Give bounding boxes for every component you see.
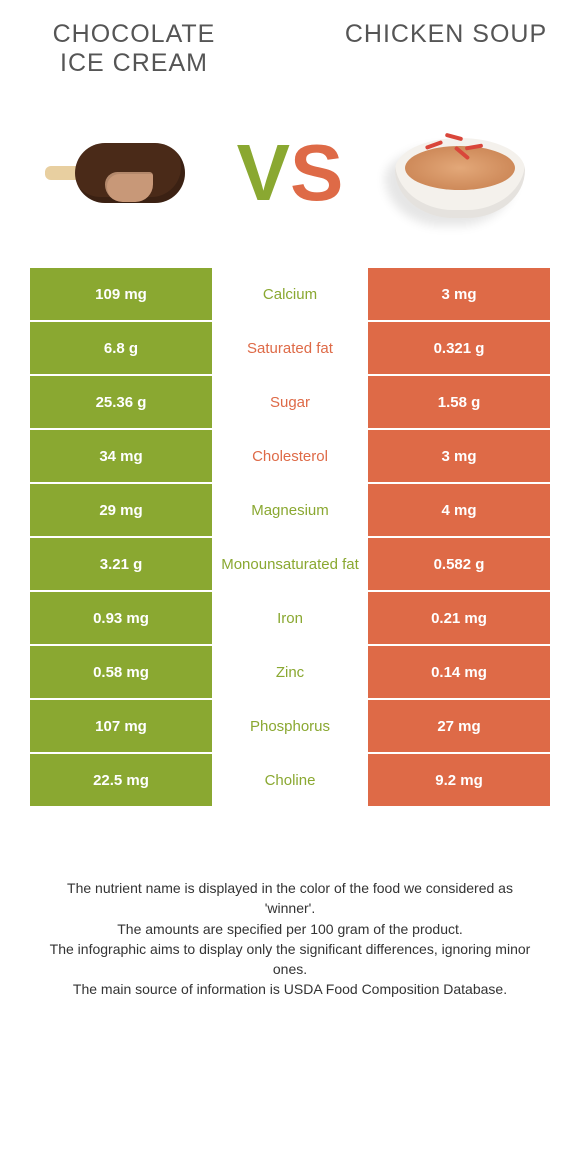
- right-value: 0.14 mg: [368, 646, 550, 700]
- right-value: 0.21 mg: [368, 592, 550, 646]
- table-row: 29 mgMagnesium4 mg: [30, 484, 550, 538]
- table-row: 3.21 gMonounsaturated fat0.582 g: [30, 538, 550, 592]
- right-value: 4 mg: [368, 484, 550, 538]
- table-row: 107 mgPhosphorus27 mg: [30, 700, 550, 754]
- left-food-title: CHOCOLATE ICE CREAM: [30, 20, 238, 78]
- nutrient-label: Choline: [212, 754, 368, 808]
- table-row: 25.36 gSugar1.58 g: [30, 376, 550, 430]
- left-value: 0.93 mg: [30, 592, 212, 646]
- left-value: 3.21 g: [30, 538, 212, 592]
- vs-s: S: [290, 127, 343, 219]
- footnote-line: The infographic aims to display only the…: [40, 939, 540, 980]
- vs-v: V: [237, 127, 290, 219]
- nutrient-label: Saturated fat: [212, 322, 368, 376]
- footnote-line: The nutrient name is displayed in the co…: [40, 878, 540, 919]
- right-value: 1.58 g: [368, 376, 550, 430]
- left-value: 109 mg: [30, 268, 212, 322]
- table-row: 22.5 mgCholine9.2 mg: [30, 754, 550, 808]
- soup-icon: [390, 118, 530, 228]
- nutrient-label: Iron: [212, 592, 368, 646]
- table-row: 34 mgCholesterol3 mg: [30, 430, 550, 484]
- nutrient-label: Magnesium: [212, 484, 368, 538]
- vs-label: VS: [237, 127, 344, 219]
- page-container: CHOCOLATE ICE CREAM CHICKEN SOUP VS 109 …: [0, 0, 580, 1020]
- right-food-image: [380, 108, 540, 238]
- footnotes: The nutrient name is displayed in the co…: [30, 878, 550, 1000]
- table-row: 6.8 gSaturated fat0.321 g: [30, 322, 550, 376]
- nutrient-label: Calcium: [212, 268, 368, 322]
- left-value: 34 mg: [30, 430, 212, 484]
- left-food-image: [40, 108, 200, 238]
- right-value: 27 mg: [368, 700, 550, 754]
- right-value: 9.2 mg: [368, 754, 550, 808]
- left-value: 25.36 g: [30, 376, 212, 430]
- footnote-line: The amounts are specified per 100 gram o…: [40, 919, 540, 939]
- nutrient-label: Cholesterol: [212, 430, 368, 484]
- title-row: CHOCOLATE ICE CREAM CHICKEN SOUP: [30, 20, 550, 78]
- hero-row: VS: [30, 108, 550, 238]
- nutrient-label: Monounsaturated fat: [212, 538, 368, 592]
- right-value: 0.582 g: [368, 538, 550, 592]
- right-value: 0.321 g: [368, 322, 550, 376]
- left-value: 22.5 mg: [30, 754, 212, 808]
- table-row: 0.58 mgZinc0.14 mg: [30, 646, 550, 700]
- left-value: 6.8 g: [30, 322, 212, 376]
- nutrient-label: Phosphorus: [212, 700, 368, 754]
- table-row: 0.93 mgIron0.21 mg: [30, 592, 550, 646]
- table-row: 109 mgCalcium3 mg: [30, 268, 550, 322]
- nutrient-label: Sugar: [212, 376, 368, 430]
- left-value: 0.58 mg: [30, 646, 212, 700]
- left-value: 107 mg: [30, 700, 212, 754]
- left-value: 29 mg: [30, 484, 212, 538]
- ice-cream-icon: [45, 138, 195, 208]
- right-value: 3 mg: [368, 268, 550, 322]
- footnote-line: The main source of information is USDA F…: [40, 979, 540, 999]
- right-food-title: CHICKEN SOUP: [342, 20, 550, 49]
- comparison-table: 109 mgCalcium3 mg6.8 gSaturated fat0.321…: [30, 268, 550, 808]
- right-value: 3 mg: [368, 430, 550, 484]
- nutrient-label: Zinc: [212, 646, 368, 700]
